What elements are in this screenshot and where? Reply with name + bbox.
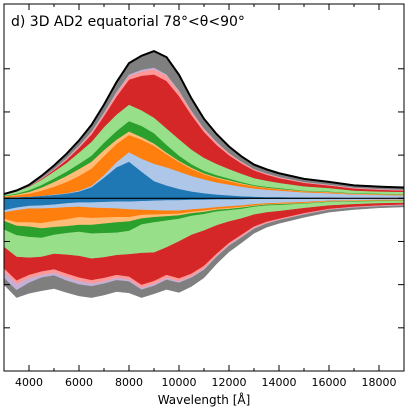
outline-group — [4, 49, 404, 199]
y-axis — [4, 68, 404, 329]
x-axis: 4000 6000 8000 10000 12000 14000 16000 18000 — [3, 4, 405, 389]
x-tick-label: 18000 — [362, 376, 397, 389]
x-tick-label: 8000 — [115, 376, 143, 389]
total-outline — [4, 49, 404, 195]
x-tick-label: 6000 — [65, 376, 93, 389]
x-tick-label: 12000 — [212, 376, 247, 389]
x-tick-label: 10000 — [162, 376, 197, 389]
x-tick-label: 16000 — [312, 376, 347, 389]
x-tick-label: 4000 — [15, 376, 43, 389]
lower-stack-layer-10 — [4, 205, 404, 298]
panel-title: d) 3D AD2 equatorial 78°<θ<90° — [11, 14, 245, 30]
x-tick-label: 14000 — [262, 376, 297, 389]
x-axis-title: Wavelength [Å] — [158, 392, 251, 407]
